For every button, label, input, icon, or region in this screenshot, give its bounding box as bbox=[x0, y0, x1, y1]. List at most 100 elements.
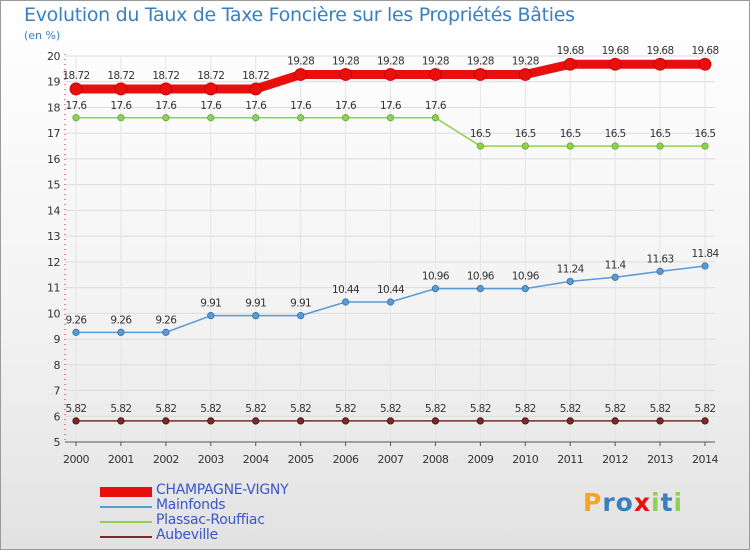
chart-subtitle: (en %) bbox=[24, 29, 61, 42]
x-tick-label: 2000 bbox=[63, 453, 89, 466]
x-tick-label: 2004 bbox=[243, 453, 269, 466]
x-tick-label: 2013 bbox=[647, 453, 673, 466]
data-point-champagne-vigny bbox=[518, 68, 532, 81]
data-point-champagne-vigny bbox=[204, 82, 218, 96]
logo-letter: P bbox=[583, 488, 603, 517]
data-label-mainfonds: 9.91 bbox=[290, 298, 311, 310]
data-label-champagne-vigny: 19.28 bbox=[332, 56, 359, 68]
data-point-champagne-vigny bbox=[698, 57, 712, 71]
x-tick-label: 2012 bbox=[602, 453, 628, 466]
data-label-aubeville: 5.82 bbox=[605, 403, 626, 415]
data-label-plassac-rouffiac: 17.6 bbox=[110, 100, 132, 112]
data-point-aubeville bbox=[297, 417, 305, 425]
data-label-champagne-vigny: 18.72 bbox=[242, 70, 269, 82]
data-point-mainfonds bbox=[117, 328, 125, 336]
legend-label-aubeville: Aubeville bbox=[156, 527, 218, 543]
data-label-champagne-vigny: 19.28 bbox=[377, 56, 404, 68]
data-label-champagne-vigny: 18.72 bbox=[62, 70, 89, 82]
data-point-plassac-rouffiac bbox=[117, 114, 125, 122]
data-point-plassac-rouffiac bbox=[297, 114, 305, 122]
data-point-plassac-rouffiac bbox=[386, 114, 395, 122]
data-point-plassac-rouffiac bbox=[701, 142, 709, 150]
legend-label-mainfonds: Mainfonds bbox=[156, 497, 226, 513]
data-label-mainfonds: 9.26 bbox=[155, 314, 177, 326]
data-point-plassac-rouffiac bbox=[341, 114, 350, 122]
data-point-champagne-vigny bbox=[653, 57, 667, 71]
data-label-champagne-vigny: 18.72 bbox=[197, 70, 224, 82]
legend-swatch-plassac-rouffiac bbox=[100, 521, 152, 523]
logo-letter: o bbox=[615, 488, 634, 517]
data-label-plassac-rouffiac: 16.5 bbox=[560, 128, 581, 140]
x-tick-label: 2006 bbox=[333, 453, 359, 466]
proxiti-logo: Proxiti bbox=[583, 488, 683, 517]
data-point-aubeville bbox=[386, 417, 395, 425]
data-point-aubeville bbox=[701, 417, 709, 425]
data-point-mainfonds bbox=[566, 277, 574, 286]
data-label-plassac-rouffiac: 16.5 bbox=[695, 128, 716, 140]
data-label-champagne-vigny: 19.28 bbox=[287, 56, 314, 68]
x-tick-label: 2001 bbox=[108, 453, 134, 466]
data-label-mainfonds: 10.96 bbox=[422, 271, 450, 283]
data-point-aubeville bbox=[521, 417, 529, 425]
data-label-aubeville: 5.82 bbox=[515, 403, 536, 415]
data-label-champagne-vigny: 19.28 bbox=[467, 56, 494, 68]
data-point-champagne-vigny bbox=[159, 82, 173, 96]
data-label-aubeville: 5.82 bbox=[200, 403, 221, 415]
data-point-mainfonds bbox=[341, 298, 350, 306]
data-label-mainfonds: 10.96 bbox=[467, 271, 495, 283]
x-tick-label: 2010 bbox=[512, 453, 538, 466]
data-label-mainfonds: 11.4 bbox=[605, 259, 627, 271]
data-label-aubeville: 5.82 bbox=[695, 403, 716, 415]
data-label-plassac-rouffiac: 17.6 bbox=[245, 100, 267, 112]
data-point-plassac-rouffiac bbox=[611, 142, 619, 150]
data-label-aubeville: 5.82 bbox=[110, 403, 131, 415]
data-label-aubeville: 5.82 bbox=[425, 403, 446, 415]
y-tick-label: 15 bbox=[47, 179, 60, 192]
y-tick-label: 19 bbox=[47, 76, 60, 89]
data-label-mainfonds: 9.91 bbox=[200, 298, 221, 310]
data-label-plassac-rouffiac: 17.6 bbox=[380, 100, 402, 112]
legend-label-champagne-vigny: CHAMPAGNE-VIGNY bbox=[156, 482, 289, 498]
data-point-plassac-rouffiac bbox=[566, 142, 574, 150]
data-point-champagne-vigny bbox=[384, 68, 397, 81]
y-tick-label: 10 bbox=[47, 307, 60, 320]
data-point-aubeville bbox=[431, 417, 440, 425]
data-label-aubeville: 5.82 bbox=[470, 403, 491, 415]
y-tick-label: 6 bbox=[54, 410, 61, 423]
data-point-champagne-vigny bbox=[563, 57, 577, 71]
x-tick-label: 2009 bbox=[467, 453, 493, 466]
data-label-plassac-rouffiac: 17.6 bbox=[335, 100, 357, 112]
data-point-mainfonds bbox=[521, 285, 529, 293]
data-label-plassac-rouffiac: 17.6 bbox=[290, 100, 312, 112]
y-tick-label: 13 bbox=[47, 230, 60, 243]
y-tick-label: 7 bbox=[54, 385, 61, 398]
data-label-champagne-vigny: 19.68 bbox=[557, 45, 584, 57]
data-point-aubeville bbox=[611, 417, 619, 425]
data-label-plassac-rouffiac: 16.5 bbox=[605, 128, 626, 140]
x-tick-label: 2003 bbox=[198, 453, 224, 466]
data-point-aubeville bbox=[207, 417, 215, 425]
data-point-champagne-vigny bbox=[429, 68, 442, 81]
data-point-mainfonds bbox=[72, 328, 80, 336]
data-point-plassac-rouffiac bbox=[431, 114, 440, 122]
data-point-aubeville bbox=[72, 417, 80, 425]
data-point-aubeville bbox=[117, 417, 125, 425]
data-label-plassac-rouffiac: 17.6 bbox=[155, 100, 177, 112]
data-label-mainfonds: 10.96 bbox=[512, 271, 540, 283]
data-label-champagne-vigny: 19.68 bbox=[602, 45, 629, 57]
data-label-aubeville: 5.82 bbox=[290, 403, 311, 415]
legend-label-plassac-rouffiac: Plassac-Rouffiac bbox=[156, 512, 265, 528]
logo-letter: i bbox=[673, 488, 684, 517]
y-tick-label: 16 bbox=[47, 153, 60, 166]
y-tick-label: 20 bbox=[47, 50, 60, 63]
data-point-mainfonds bbox=[611, 273, 619, 281]
data-label-plassac-rouffiac: 17.6 bbox=[66, 100, 88, 112]
data-point-champagne-vigny bbox=[114, 82, 128, 96]
data-point-mainfonds bbox=[701, 262, 709, 270]
data-label-champagne-vigny: 19.28 bbox=[512, 56, 539, 68]
x-tick-label: 2011 bbox=[557, 453, 583, 466]
y-tick-label: 5 bbox=[54, 436, 61, 449]
data-point-plassac-rouffiac bbox=[162, 114, 170, 122]
data-label-champagne-vigny: 19.68 bbox=[691, 45, 718, 57]
